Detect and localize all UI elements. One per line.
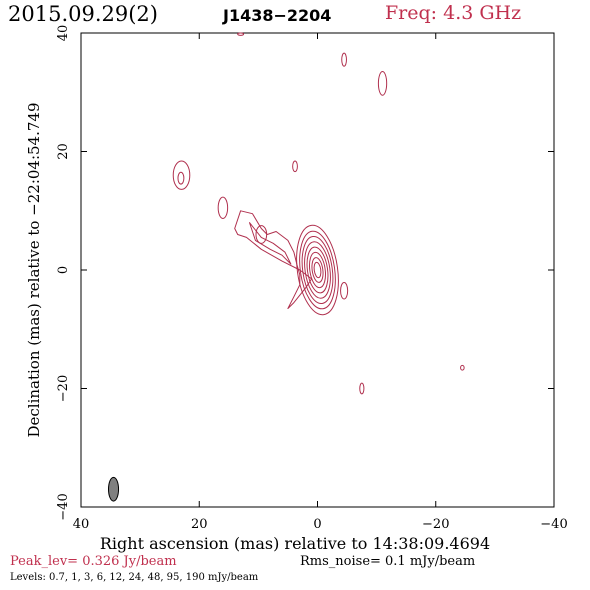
y-tick-label: 0	[56, 266, 71, 274]
component-contour	[237, 32, 245, 36]
x-tick-label: −20	[422, 517, 449, 532]
y-tick-label: 40	[56, 25, 71, 42]
component-contour	[177, 171, 185, 185]
component-contour	[292, 160, 298, 173]
core-contour	[311, 257, 324, 283]
core-contour	[308, 251, 327, 289]
x-tick-label: 0	[313, 517, 321, 532]
component-contour	[377, 71, 388, 96]
y-tick-label: −40	[56, 493, 71, 520]
component-contour	[217, 196, 229, 219]
y-tick-label: 20	[56, 143, 71, 160]
frequency-label: Freq: 4.3 GHz	[385, 2, 522, 24]
rms-noise-text: Rms_noise= 0.1 mJy/beam	[300, 554, 476, 569]
component-contour	[341, 52, 347, 67]
core-contour	[296, 224, 339, 316]
y-axis-label: Declination (mas) relative to −22:04:54.…	[25, 102, 43, 438]
peak-level-text: Peak_lev= 0.326 Jy/beam	[10, 554, 177, 569]
x-tick-label: 40	[73, 517, 90, 532]
component-contour	[255, 225, 268, 244]
x-axis-label: Right ascension (mas) relative to 14:38:…	[99, 534, 491, 553]
x-tick-label: −40	[540, 517, 567, 532]
observation-date: 2015.09.29(2)	[8, 2, 158, 26]
contour-levels-text: Levels: 0.7, 1, 3, 6, 12, 24, 48, 95, 19…	[10, 572, 259, 583]
y-tick-label: −20	[56, 375, 71, 402]
jet-contour-outer	[234, 210, 313, 309]
component-contour	[460, 364, 465, 371]
core-contour	[301, 235, 334, 305]
core-contour	[299, 230, 336, 310]
component-contour	[172, 160, 191, 190]
component-contour	[359, 382, 365, 395]
jet-contour-inner	[249, 222, 292, 265]
source-name: J1438−2204	[223, 6, 332, 25]
x-tick-label: 20	[191, 517, 208, 532]
beam-ellipse	[107, 476, 120, 502]
component-contour	[340, 281, 349, 300]
core-contour	[306, 246, 329, 294]
core-contour	[313, 261, 322, 279]
core-contour	[304, 241, 331, 299]
plot-frame	[80, 32, 555, 508]
